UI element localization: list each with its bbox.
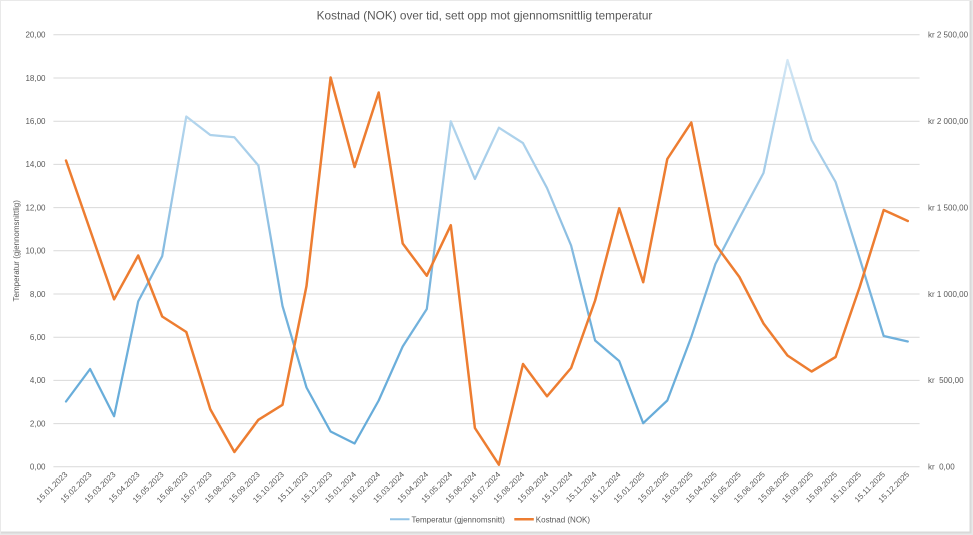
svg-text:kr 1 000,00: kr 1 000,00 (928, 290, 969, 299)
svg-text:Temperatur (gjennomsnittlig): Temperatur (gjennomsnittlig) (12, 200, 21, 302)
svg-text:12,00: 12,00 (25, 203, 46, 212)
svg-text:20,00: 20,00 (25, 31, 46, 40)
svg-text:Kostnad (NOK) over tid, sett o: Kostnad (NOK) over tid, sett opp mot gje… (317, 9, 653, 23)
svg-text:2,00: 2,00 (30, 419, 46, 428)
svg-text:Kostnad (NOK): Kostnad (NOK) (536, 515, 591, 524)
svg-text:6,00: 6,00 (30, 333, 46, 342)
svg-text:kr 0,00: kr 0,00 (928, 463, 955, 472)
svg-text:8,00: 8,00 (30, 290, 46, 299)
svg-text:kr 1 500,00: kr 1 500,00 (928, 203, 969, 212)
svg-text:10,00: 10,00 (25, 247, 46, 256)
svg-text:0,00: 0,00 (30, 463, 46, 472)
svg-text:4,00: 4,00 (30, 376, 46, 385)
svg-text:16,00: 16,00 (25, 117, 46, 126)
svg-text:14,00: 14,00 (25, 160, 46, 169)
svg-text:18,00: 18,00 (25, 74, 46, 83)
svg-text:kr 2 500,00: kr 2 500,00 (928, 31, 969, 40)
svg-text:kr 2 000,00: kr 2 000,00 (928, 117, 969, 126)
svg-text:Temperatur (gjennomsnitt): Temperatur (gjennomsnitt) (412, 515, 506, 524)
svg-text:kr 500,00: kr 500,00 (928, 376, 964, 385)
